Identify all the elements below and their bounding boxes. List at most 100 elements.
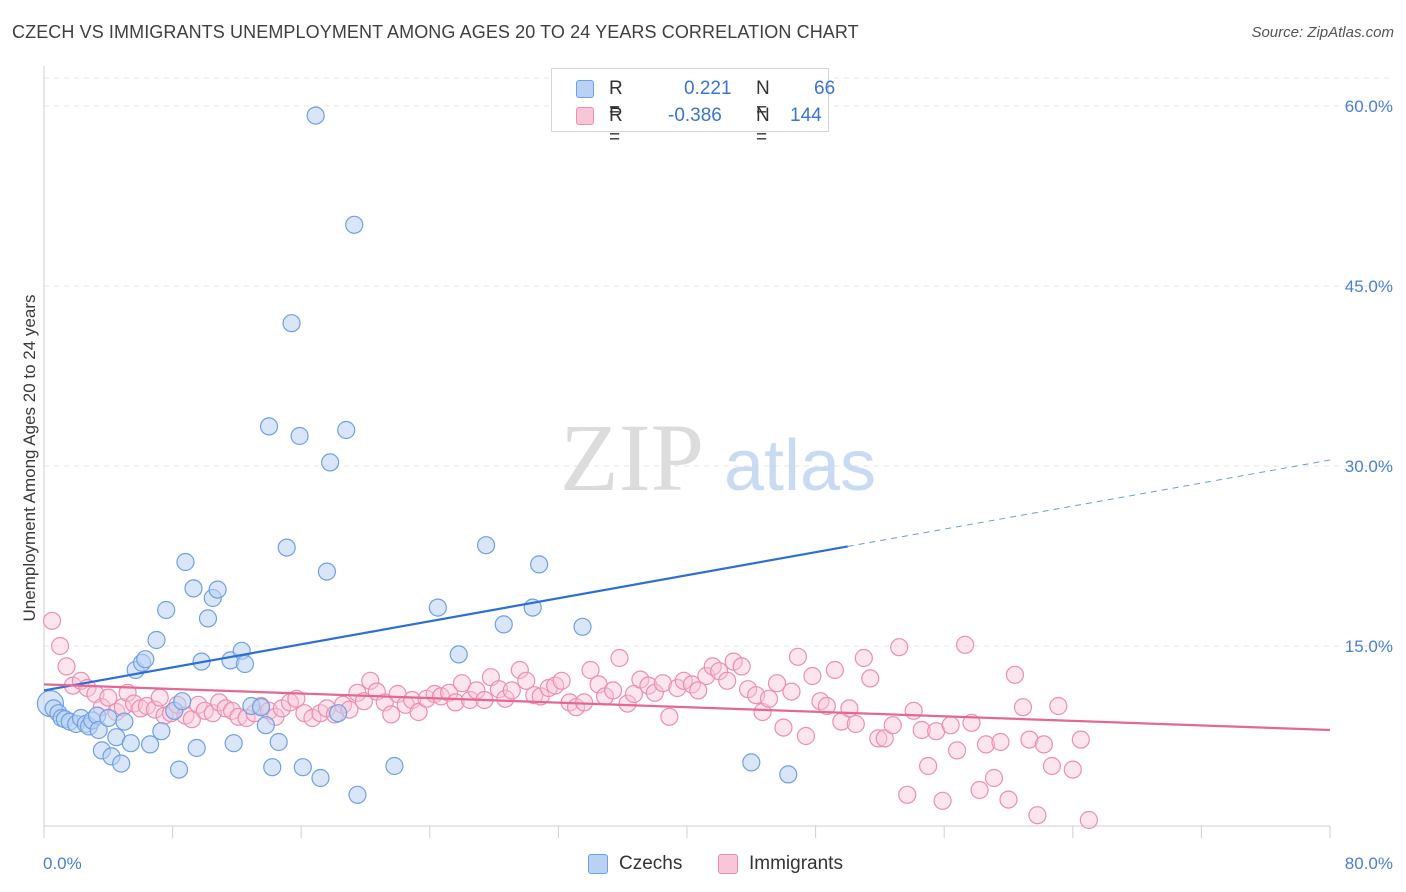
immigrants-point xyxy=(668,678,687,698)
immigrants-point xyxy=(689,681,708,700)
r-value: 0.221 xyxy=(684,78,732,99)
czechs-point xyxy=(449,645,468,664)
immigrants-point xyxy=(1005,665,1025,684)
czechs-point xyxy=(251,698,271,717)
czechs-point xyxy=(112,754,131,773)
czechs-point xyxy=(277,538,296,557)
immigrants-point xyxy=(452,674,472,693)
czechs-point xyxy=(269,732,288,752)
czechs-point xyxy=(259,417,279,436)
chart-title: CZECH VS IMMIGRANTS UNEMPLOYMENT AMONG A… xyxy=(12,22,859,42)
r-label: R = xyxy=(609,78,623,121)
czechs-point xyxy=(337,420,356,440)
immigrants-point xyxy=(1079,810,1098,830)
immigrants-point xyxy=(774,718,793,737)
n-label: N = xyxy=(756,78,770,121)
czechs-point xyxy=(530,555,549,574)
czechs-point xyxy=(187,738,206,758)
immigrants-point xyxy=(976,735,996,754)
immigrants-point xyxy=(817,696,836,716)
tick-labels: 15.0% 30.0% 45.0% 60.0% 0.0% 80.0% xyxy=(43,97,1393,873)
immigrants-point xyxy=(732,657,751,676)
immigrants-point xyxy=(991,732,1010,752)
immigrants-point xyxy=(759,689,779,708)
immigrants-point xyxy=(875,729,894,748)
immigrants-point xyxy=(409,702,428,722)
immigrants-point xyxy=(890,638,909,657)
czechs-point xyxy=(198,609,218,628)
immigrants-point xyxy=(517,671,536,690)
czechs-point xyxy=(157,600,176,620)
immigrants-point xyxy=(50,636,70,656)
immigrants-point xyxy=(718,671,737,690)
czechs-trend-line xyxy=(43,545,848,692)
immigrants-point xyxy=(846,714,865,734)
immigrants-point xyxy=(502,681,521,700)
czechs-swatch xyxy=(576,80,594,98)
czechs-point xyxy=(348,785,367,804)
immigrants-point xyxy=(489,680,509,699)
correlation-legend: R = 0.221 N = 66 R = -0.386 N = 144 xyxy=(551,68,835,148)
czechs-point xyxy=(345,215,364,234)
n-value: 66 xyxy=(814,78,836,99)
immigrants-point xyxy=(1071,730,1090,749)
immigrants-point xyxy=(1042,756,1062,776)
czechs-point xyxy=(173,692,192,711)
immigrants-point xyxy=(57,657,76,676)
immigrants-point xyxy=(840,699,859,718)
czechs-point xyxy=(385,756,404,776)
y-tick-label: 15.0% xyxy=(1345,637,1393,656)
immigrants-point xyxy=(947,741,967,760)
czechs-point xyxy=(293,758,312,777)
immigrants-point xyxy=(854,648,873,668)
n-value: 144 xyxy=(790,105,822,126)
immigrants-point xyxy=(525,686,544,705)
czechs-point xyxy=(208,580,227,599)
immigrants-point xyxy=(1034,735,1053,754)
immigrants-legend-swatch xyxy=(718,854,738,874)
trend-lines xyxy=(43,459,1331,732)
r-label: R = xyxy=(609,105,623,148)
immigrants-point xyxy=(581,660,600,680)
immigrants-point xyxy=(898,785,917,804)
immigrants-point xyxy=(439,683,459,702)
czechs-point xyxy=(573,617,592,636)
immigrants-point xyxy=(933,791,952,810)
immigrants-point xyxy=(825,660,844,680)
immigrants-point xyxy=(984,768,1004,788)
czechs-point xyxy=(290,426,309,446)
y-tick-label: 45.0% xyxy=(1345,277,1393,296)
czechs-point xyxy=(476,536,496,555)
czechs-point xyxy=(121,734,140,753)
czechs-point xyxy=(152,722,171,741)
czechs-point xyxy=(494,615,513,634)
czechs-point xyxy=(428,598,447,617)
immigrants-point xyxy=(869,729,888,748)
immigrants-point xyxy=(382,705,401,724)
czechs-point xyxy=(235,654,255,674)
czechs-point xyxy=(321,453,340,472)
immigrants-point xyxy=(618,694,637,713)
immigrants-point xyxy=(1013,698,1033,717)
czechs-point xyxy=(184,579,203,598)
czechs-point xyxy=(263,758,282,777)
y-tick-label: 60.0% xyxy=(1345,97,1393,116)
immigrants-point xyxy=(510,660,529,680)
czechs-point xyxy=(311,768,330,788)
immigrants-point xyxy=(919,756,938,776)
x-tick-label: 0.0% xyxy=(43,854,82,873)
immigrants-point xyxy=(796,726,816,746)
immigrants-point xyxy=(639,676,658,695)
immigrants-point xyxy=(603,681,623,700)
czechs-point xyxy=(329,704,348,723)
czechs-point xyxy=(779,765,798,784)
czechs-point xyxy=(317,562,337,581)
czechs-trend-extension xyxy=(847,459,1331,547)
grid-lines xyxy=(44,77,1392,647)
immigrants-point xyxy=(1020,730,1039,749)
r-value: -0.386 xyxy=(668,105,722,126)
immigrants-trend-line xyxy=(43,683,1331,732)
immigrants-point xyxy=(912,720,931,740)
czechs-point xyxy=(115,712,134,731)
